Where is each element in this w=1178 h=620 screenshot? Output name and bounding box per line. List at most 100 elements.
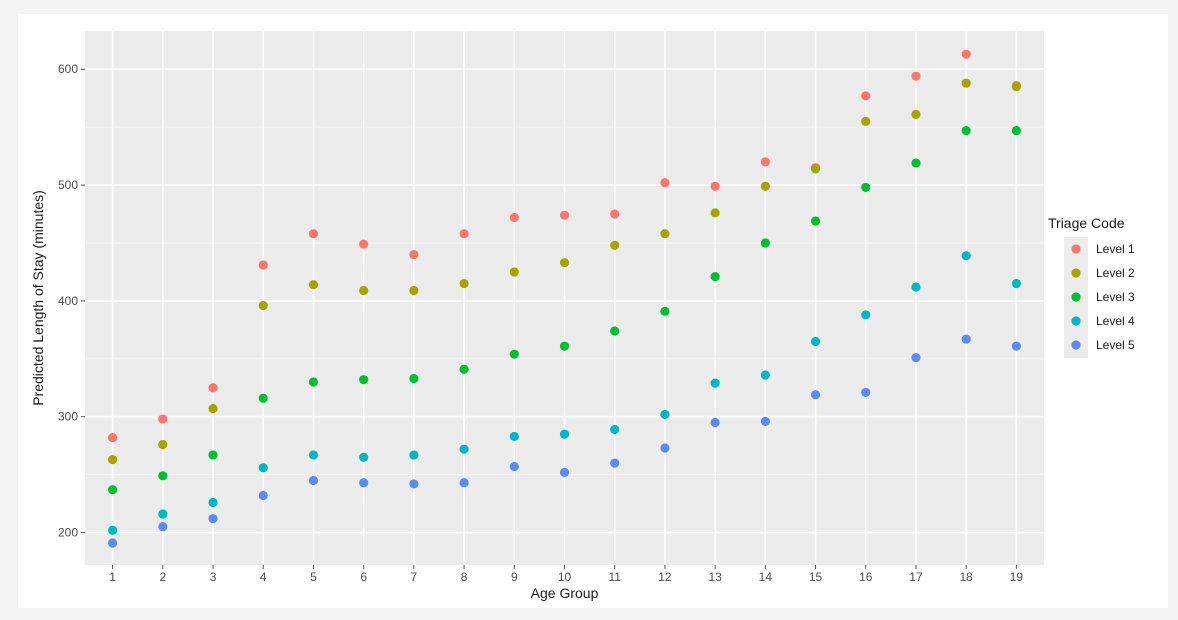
point-level-2-age-14 — [760, 181, 770, 191]
point-level-1-age-7 — [409, 249, 419, 260]
y-axis-title: Predicted Length of Stay (minutes) — [30, 190, 46, 406]
point-level-4-age-3 — [208, 497, 218, 508]
x-tick-label: 9 — [511, 570, 518, 584]
point-level-4-age-2 — [158, 509, 168, 519]
point-level-3-age-19 — [1011, 126, 1021, 136]
point-level-2-age-5 — [308, 280, 319, 290]
x-tick-label: 12 — [658, 570, 672, 584]
point-level-2-age-3 — [208, 404, 218, 414]
point-level-4-age-18 — [961, 251, 971, 261]
point-level-5-age-6 — [359, 478, 369, 488]
point-level-5-age-14 — [760, 416, 770, 426]
point-level-4-age-4 — [258, 463, 268, 473]
point-level-4-age-19 — [1011, 278, 1021, 289]
x-tick-label: 8 — [461, 570, 468, 584]
point-level-4-age-10 — [559, 429, 570, 439]
point-level-3-age-17 — [911, 158, 921, 168]
point-level-4-age-17 — [911, 282, 921, 292]
point-level-3-age-18 — [961, 126, 971, 136]
x-axis-ticks: 1 2 3 4 5 6 7 8 9 10 11 12 13 14 15 16 17 18 19 — [109, 565, 1023, 584]
point-level-3-age-16 — [861, 182, 871, 192]
point-level-5-age-1 — [108, 538, 118, 548]
point-level-1-age-6 — [359, 239, 369, 249]
point-level-3-age-11 — [610, 326, 620, 336]
point-level-2-age-16 — [861, 116, 871, 126]
point-level-2-age-6 — [359, 285, 369, 296]
data-points — [108, 49, 1021, 548]
legend-key-level-4 — [1071, 316, 1081, 326]
point-level-2-age-15 — [810, 164, 821, 174]
point-level-5-age-19 — [1011, 341, 1021, 351]
x-tick-label: 3 — [210, 570, 217, 584]
x-tick-label: 17 — [909, 570, 923, 584]
legend-key-level-5 — [1071, 340, 1081, 350]
x-tick-label: 6 — [360, 570, 367, 584]
point-level-2-age-4 — [258, 300, 268, 311]
y-tick-label: 400 — [58, 294, 78, 308]
point-level-1-age-12 — [660, 178, 670, 188]
point-level-4-age-12 — [660, 409, 670, 420]
x-tick-label: 13 — [708, 570, 722, 584]
y-tick-label: 600 — [58, 62, 78, 76]
point-level-2-age-8 — [459, 278, 469, 289]
point-level-5-age-11 — [610, 458, 620, 468]
point-level-4-age-13 — [710, 378, 720, 388]
legend-key-level-2 — [1071, 268, 1081, 278]
point-level-5-age-7 — [409, 479, 419, 489]
point-level-4-age-11 — [610, 424, 620, 435]
point-level-3-age-6 — [359, 375, 369, 385]
point-level-1-age-14 — [760, 157, 770, 167]
point-level-1-age-11 — [610, 209, 620, 219]
point-level-3-age-2 — [158, 471, 168, 481]
point-level-5-age-12 — [660, 443, 670, 453]
point-level-2-age-1 — [108, 454, 118, 465]
x-tick-label: 5 — [310, 570, 317, 584]
point-level-1-age-13 — [710, 181, 720, 191]
y-tick-label: 200 — [58, 526, 78, 540]
point-level-3-age-1 — [108, 485, 118, 495]
point-level-1-age-16 — [861, 91, 871, 101]
legend-label-level-2: Level 2 — [1096, 266, 1135, 280]
point-level-5-age-8 — [459, 478, 469, 488]
x-tick-label: 4 — [260, 570, 267, 584]
x-tick-label: 15 — [809, 570, 823, 584]
point-level-1-age-18 — [961, 49, 971, 59]
figure-frame: 200 300 400 500 600 1 2 3 4 5 6 7 8 9 10 11 12 13 14 15 16 1… — [18, 14, 1168, 608]
point-level-5-age-2 — [158, 522, 168, 532]
point-level-1-age-4 — [258, 260, 268, 270]
point-level-3-age-7 — [409, 373, 419, 384]
point-level-2-age-9 — [509, 267, 519, 277]
point-level-1-age-10 — [559, 210, 570, 220]
point-level-2-age-2 — [158, 439, 168, 450]
y-tick-label: 500 — [58, 178, 78, 192]
point-level-4-age-14 — [760, 370, 770, 380]
point-level-4-age-9 — [509, 431, 519, 442]
legend-label-level-5: Level 5 — [1096, 338, 1135, 352]
point-level-1-age-5 — [308, 229, 319, 239]
point-level-2-age-18 — [961, 78, 971, 88]
legend: Triage Code Level 1 Level 2 Level 3 Level 4… — [1048, 215, 1135, 358]
point-level-1-age-3 — [208, 383, 218, 393]
point-level-2-age-13 — [710, 208, 720, 218]
legend-label-level-3: Level 3 — [1096, 290, 1135, 304]
point-level-1-age-2 — [158, 414, 168, 424]
point-level-3-age-4 — [258, 393, 268, 403]
point-level-2-age-10 — [559, 258, 570, 268]
point-level-5-age-17 — [911, 353, 921, 363]
point-level-1-age-1 — [108, 432, 118, 443]
point-level-1-age-17 — [911, 71, 921, 81]
x-tick-label: 2 — [159, 570, 166, 584]
x-tick-label: 11 — [608, 570, 621, 584]
point-level-2-age-19 — [1011, 82, 1021, 92]
legend-title: Triage Code — [1048, 215, 1125, 231]
point-level-5-age-16 — [861, 387, 871, 398]
x-tick-label: 16 — [859, 570, 873, 584]
point-level-4-age-5 — [308, 450, 319, 460]
point-level-4-age-6 — [359, 452, 369, 462]
point-level-5-age-18 — [961, 334, 971, 344]
point-level-3-age-5 — [308, 377, 319, 387]
x-tick-label: 14 — [759, 570, 773, 584]
point-level-3-age-10 — [559, 341, 570, 351]
point-level-4-age-15 — [810, 336, 821, 347]
point-level-3-age-13 — [710, 271, 720, 282]
